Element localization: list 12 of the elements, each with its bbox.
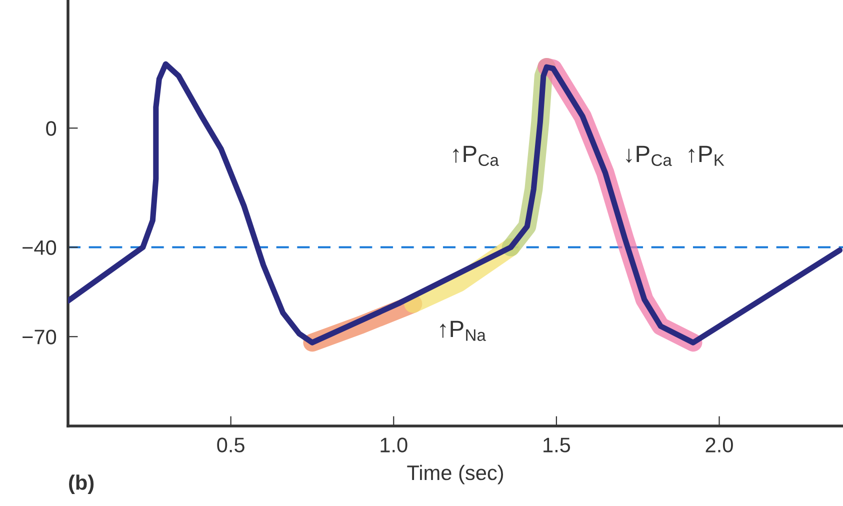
x-tick-label: 1.0 — [380, 438, 408, 452]
x-axis-title: Time (sec) — [407, 464, 504, 484]
y-tick-label: −40 — [22, 240, 56, 256]
annotation: ↑P$_{Na}$ — [440, 320, 486, 341]
text: (b) — [69, 474, 94, 494]
x-tick-label: 1.5 — [544, 438, 570, 452]
x-tick-label: 2.0 — [706, 438, 733, 452]
y-tick-label: 0 — [46, 121, 56, 136]
annotation: ↑P$_{Ca}$ — [453, 146, 499, 166]
x-tick-label: 0.5 — [217, 438, 244, 452]
y-tick-label: −70 — [22, 330, 56, 344]
annotation: ↓P$_{Ca}$ ↑P$_{K}$ — [626, 146, 724, 166]
